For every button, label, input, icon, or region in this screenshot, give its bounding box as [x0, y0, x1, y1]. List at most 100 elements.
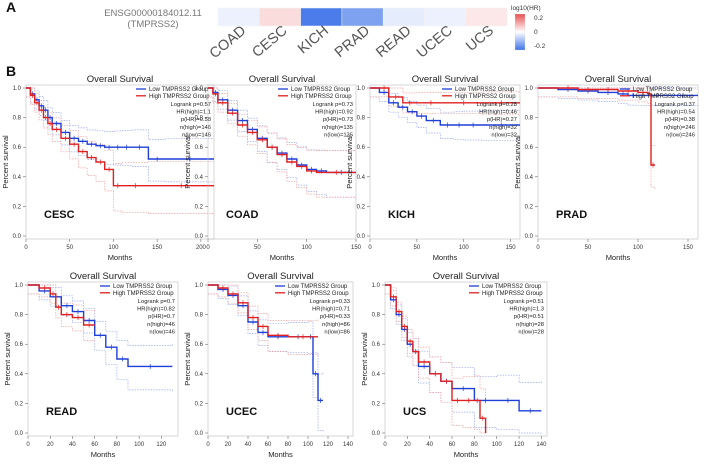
x-tick-label: 200: [196, 245, 207, 251]
x-tick-label: 50: [414, 245, 421, 251]
cancer-name: UCS: [403, 406, 426, 418]
y-tick-label: 0.8: [13, 116, 22, 122]
legend-entry: High TMPRSS2 Group: [633, 94, 694, 100]
stat-line: p(HR)=0.51: [514, 314, 544, 320]
plot-frame: [25, 84, 215, 240]
stat-line: n(low)=135: [324, 132, 353, 138]
y-tick-label: 0.2: [195, 204, 204, 210]
heatmap-column-label: UCS: [463, 23, 497, 55]
x-axis-label: Months: [454, 450, 479, 459]
y-tick-label: 0.0: [195, 431, 204, 437]
stat-line: HR(high)=0.92: [315, 110, 353, 116]
survival-curve: [385, 284, 487, 433]
x-tick-label: 120: [156, 442, 167, 448]
plot-frame: [207, 84, 357, 240]
stat-line: Logrank p=0.7: [138, 299, 175, 305]
confidence-band-lower: [28, 293, 96, 342]
plot-area: [370, 85, 520, 142]
stat-line: HR(high)=1.1: [176, 110, 211, 116]
legend-entry: Low TMPRSS2 Group: [633, 87, 693, 93]
heatmap-column-label: UCEC: [414, 23, 456, 62]
confidence-band-lower: [370, 96, 520, 142]
y-tick-label: 0.2: [357, 204, 366, 210]
legend-entry: High TMPRSS2 Group: [288, 291, 349, 297]
confidence-band-lower: [385, 293, 542, 434]
confidence-band-lower: [26, 96, 214, 183]
km-plot-coad: Overall Survival 0.0 0.2 0.4 0.6 0.8 1.0 0 50 100…: [183, 74, 362, 262]
confidence-band-lower: [26, 96, 214, 215]
colorbar: [514, 13, 526, 51]
legend-entry: High TMPRSS2 Group: [291, 94, 352, 100]
x-tick-label: 120: [514, 442, 525, 448]
plot-title: Overall Survival: [247, 271, 314, 282]
y-tick-label: 1.0: [195, 86, 204, 92]
y-axis-label: Percent survival: [3, 332, 12, 386]
x-tick-label: 100: [303, 442, 314, 448]
survival-plots: Overall Survival 0.0 0.2 0.4 0.6 0.8 1.0 0 50 100…: [1, 74, 699, 459]
plot-area: [385, 284, 542, 434]
plot-title: Overall Survival: [433, 271, 500, 282]
x-tick-label: 100: [108, 245, 119, 251]
y-tick-label: 0.4: [195, 372, 204, 378]
y-tick-label: 1.0: [525, 86, 534, 92]
heatmap-panel: ENSG00000184012.11(TMPRSS2) COAD CESC KICH P…: [104, 5, 545, 62]
heatmap-column-label: CESC: [249, 23, 290, 61]
x-tick-label: 60: [91, 442, 98, 448]
x-tick-label: 100: [459, 245, 470, 251]
x-tick-label: 60: [265, 442, 272, 448]
stat-line: n(high)=146: [180, 125, 211, 131]
confidence-band-lower: [538, 96, 656, 189]
y-tick-label: 0.8: [195, 313, 204, 319]
km-plot-cesc: Overall Survival 0.0 0.2 0.4 0.6 0.8 1.0 0 50 100…: [1, 74, 215, 262]
plot-title: Overall Survival: [70, 271, 137, 282]
y-tick-label: 0.2: [195, 401, 204, 407]
km-plot-prad: Overall Survival 0.0 0.2 0.4 0.6 0.8 1.0 0 50 100…: [513, 74, 699, 262]
y-tick-label: 0.4: [357, 175, 366, 181]
stat-line: p(HR)=0.33: [320, 314, 350, 320]
heatmap-column-label: KICH: [295, 23, 332, 58]
confidence-band-upper: [385, 284, 486, 400]
y-axis-label: Percent survival: [513, 135, 522, 189]
km-plot-ucs: Overall Survival 0.0 0.2 0.4 0.6 0.8 1.0 0 20 40 6…: [360, 271, 548, 459]
x-axis-label: Months: [108, 253, 133, 262]
x-tick-label: 0: [26, 442, 30, 448]
y-tick-label: 0.8: [372, 313, 381, 319]
x-tick-label: 0: [206, 245, 210, 251]
stat-line: Logrank p=0.73: [313, 102, 353, 108]
cancer-name: COAD: [226, 209, 258, 221]
x-tick-label: 0: [383, 442, 387, 448]
confidence-band-upper: [370, 87, 520, 94]
heatmap-cell: [465, 7, 508, 27]
y-tick-label: 1.0: [357, 86, 366, 92]
y-axis-label: Percent survival: [345, 135, 354, 189]
y-tick-label: 0.6: [13, 145, 22, 151]
x-tick-label: 20: [47, 442, 54, 448]
y-tick-label: 0.6: [195, 342, 204, 348]
plot-frame: [537, 84, 699, 240]
x-tick-label: 150: [351, 245, 362, 251]
x-tick-label: 100: [492, 442, 503, 448]
stat-line: n(high)=46: [147, 322, 175, 328]
colorbar-title: log10(HR): [511, 5, 541, 12]
y-tick-label: 0.4: [195, 175, 204, 181]
y-tick-label: 0.8: [525, 116, 534, 122]
x-tick-label: 40: [69, 442, 76, 448]
confidence-band-upper: [26, 87, 214, 164]
x-tick-label: 100: [633, 245, 644, 251]
plot-frame: [27, 281, 179, 437]
x-tick-label: 150: [506, 245, 517, 251]
legend-entry: Low TMPRSS2 Group: [455, 87, 515, 93]
colorbar-tick: 0: [534, 29, 538, 36]
y-tick-label: 0.8: [357, 116, 366, 122]
cancer-name: UCEC: [226, 406, 257, 418]
y-tick-label: 0.4: [15, 372, 24, 378]
stat-line: n(high)=135: [322, 125, 353, 131]
stat-line: Logrank p=0.28: [477, 102, 517, 108]
survival-curve: [208, 284, 323, 402]
y-tick-label: 0.0: [13, 234, 22, 240]
stat-line: Logrank p=0.57: [171, 102, 211, 108]
stat-line: Logrank p=0.51: [504, 299, 544, 305]
km-plot-ucec: Overall Survival 0.0 0.2 0.4 0.6 0.8 1.0 0 20 40 6…: [183, 271, 354, 459]
heatmap-row-label: ENSG00000184012.11: [104, 8, 202, 19]
y-tick-label: 0.8: [15, 313, 24, 319]
